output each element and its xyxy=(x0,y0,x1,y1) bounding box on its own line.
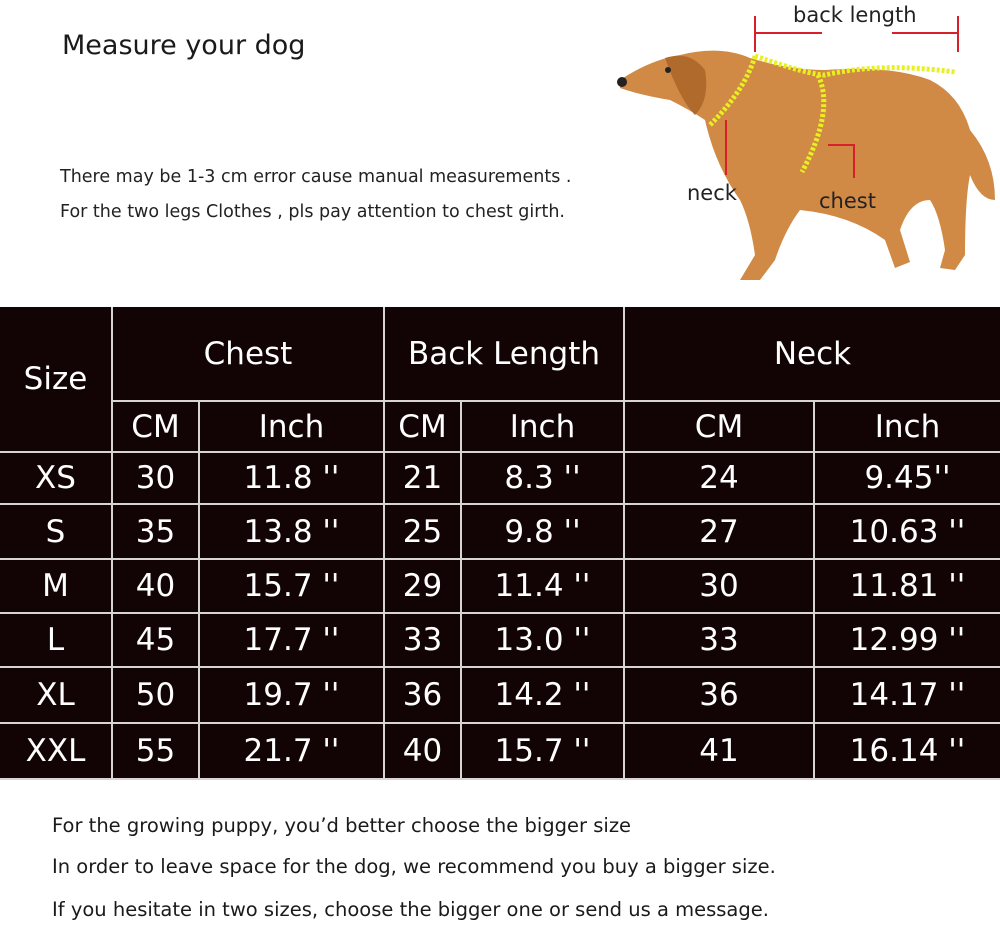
value-cell: 8.3 '' xyxy=(462,453,625,505)
chest-arrow xyxy=(828,144,855,178)
footer-line-3: If you hesitate in two sizes, choose the… xyxy=(52,898,769,921)
unit-header: Inch xyxy=(462,402,625,453)
dog-illustration xyxy=(617,50,995,280)
neck-label: neck xyxy=(687,181,738,205)
size-cell: S xyxy=(0,505,113,560)
unit-header: CM xyxy=(625,402,815,453)
value-cell: 17.7 '' xyxy=(200,614,385,668)
value-cell: 11.8 '' xyxy=(200,453,385,505)
back-length-arrow xyxy=(754,16,959,52)
value-cell: 16.14 '' xyxy=(815,724,1000,780)
value-cell: 45 xyxy=(113,614,200,668)
size-cell: XL xyxy=(0,668,113,724)
unit-header: Inch xyxy=(815,402,1000,453)
note-error: There may be 1-3 cm error cause manual m… xyxy=(60,167,572,187)
size-cell: XS xyxy=(0,453,113,505)
value-cell: 9.8 '' xyxy=(462,505,625,560)
value-cell: 9.45'' xyxy=(815,453,1000,505)
value-cell: 33 xyxy=(385,614,462,668)
value-cell: 30 xyxy=(113,453,200,505)
value-cell: 15.7 '' xyxy=(462,724,625,780)
value-cell: 33 xyxy=(625,614,815,668)
group-header: Neck xyxy=(625,307,1000,402)
value-cell: 13.8 '' xyxy=(200,505,385,560)
value-cell: 11.4 '' xyxy=(462,560,625,614)
value-cell: 14.2 '' xyxy=(462,668,625,724)
size-cell: XXL xyxy=(0,724,113,780)
value-cell: 29 xyxy=(385,560,462,614)
unit-header: CM xyxy=(385,402,462,453)
value-cell: 41 xyxy=(625,724,815,780)
footer-line-2: In order to leave space for the dog, we … xyxy=(52,855,776,878)
back-tape xyxy=(754,53,956,78)
size-cell: L xyxy=(0,614,113,668)
value-cell: 11.81 '' xyxy=(815,560,1000,614)
unit-header: CM xyxy=(113,402,200,453)
size-cell: M xyxy=(0,560,113,614)
value-cell: 19.7 '' xyxy=(200,668,385,724)
chest-tape xyxy=(799,73,827,174)
value-cell: 12.99 '' xyxy=(815,614,1000,668)
value-cell: 21.7 '' xyxy=(200,724,385,780)
chest-label: chest xyxy=(819,189,876,213)
value-cell: 50 xyxy=(113,668,200,724)
value-cell: 24 xyxy=(625,453,815,505)
size-header: Size xyxy=(0,307,113,453)
value-cell: 55 xyxy=(113,724,200,780)
value-cell: 21 xyxy=(385,453,462,505)
value-cell: 15.7 '' xyxy=(200,560,385,614)
value-cell: 35 xyxy=(113,505,200,560)
value-cell: 13.0 '' xyxy=(462,614,625,668)
value-cell: 36 xyxy=(625,668,815,724)
value-cell: 36 xyxy=(385,668,462,724)
group-header: Chest xyxy=(113,307,385,402)
size-table: Size Chest Back Length Neck CM Inch CM Inch CM In… xyxy=(0,307,1000,780)
footer-line-1: For the growing puppy, you’d better choo… xyxy=(52,814,632,837)
dog-measurement-diagram: back length neck chest xyxy=(617,3,995,280)
neck-tape xyxy=(708,55,758,127)
value-cell: 30 xyxy=(625,560,815,614)
unit-header: Inch xyxy=(200,402,385,453)
group-header: Back Length xyxy=(385,307,625,402)
back-length-label: back length xyxy=(793,3,917,27)
value-cell: 40 xyxy=(113,560,200,614)
value-cell: 25 xyxy=(385,505,462,560)
page-title: Measure your dog xyxy=(62,30,306,61)
value-cell: 10.63 '' xyxy=(815,505,1000,560)
value-cell: 14.17 '' xyxy=(815,668,1000,724)
note-chest: For the two legs Clothes , pls pay atten… xyxy=(60,202,565,222)
value-cell: 27 xyxy=(625,505,815,560)
value-cell: 40 xyxy=(385,724,462,780)
